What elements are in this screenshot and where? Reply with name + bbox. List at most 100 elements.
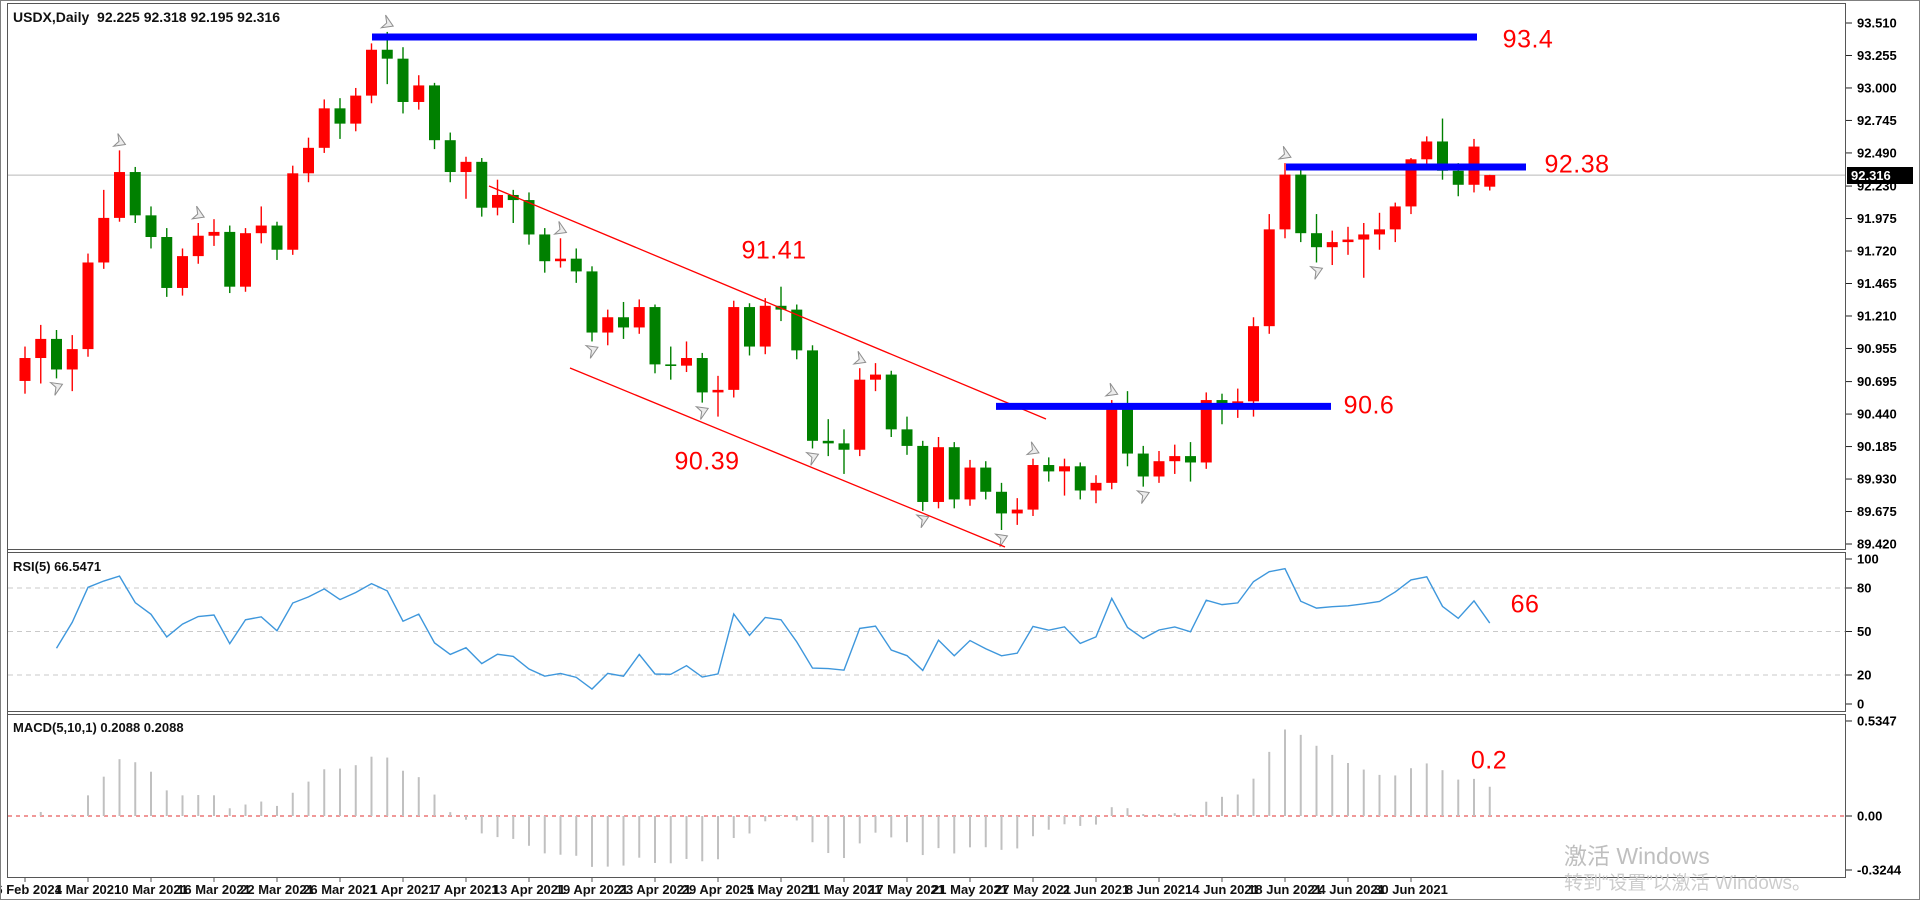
candle-bullish	[1027, 465, 1039, 510]
price-axis-label: 91.720	[1857, 244, 1897, 259]
candle-bearish	[1043, 465, 1055, 472]
channel-label[interactable]: 91.41	[741, 236, 807, 265]
arrow-marker-icon[interactable]	[915, 514, 930, 529]
candle-bullish	[1011, 509, 1023, 514]
price-axis-label: 92.490	[1857, 145, 1897, 160]
price-axis-label: 91.210	[1857, 308, 1897, 323]
arrow-marker-icon[interactable]	[694, 406, 710, 421]
arrow-marker-icon[interactable]	[111, 133, 127, 147]
arrow-marker-icon[interactable]	[1277, 145, 1292, 160]
price-axis-label: 90.440	[1857, 407, 1897, 422]
rsi-value-annotation[interactable]: 66	[1510, 590, 1540, 619]
arrow-marker-icon[interactable]	[1135, 490, 1151, 505]
candle-bearish	[539, 234, 551, 262]
candle-bullish	[1200, 400, 1212, 463]
arrow-marker-icon[interactable]	[852, 350, 867, 365]
date-axis-label: 30 Jun 2021	[1374, 882, 1448, 897]
arrow-marker-icon[interactable]	[1308, 265, 1324, 281]
arrow-marker-icon[interactable]	[1025, 441, 1040, 456]
date-axis-label: 4 Mar 2021	[54, 882, 122, 897]
candle-bullish	[255, 225, 267, 234]
candle-bearish	[586, 271, 598, 333]
date-axis-label: 21 May 2021	[932, 882, 1008, 897]
trend-line[interactable]	[488, 185, 1047, 420]
macd-axis-label: -0.3244	[1857, 863, 1902, 878]
level-line-label[interactable]: 93.4	[1502, 25, 1554, 54]
price-axis-label: 89.675	[1857, 504, 1897, 519]
candle-bearish	[885, 374, 897, 430]
arrow-marker-icon[interactable]	[190, 205, 206, 220]
candle-bearish	[1185, 456, 1196, 463]
panel-separator-rsi[interactable]	[8, 549, 1846, 553]
chart-title-ohlc: USDX,Daily 92.225 92.318 92.195 92.316	[13, 9, 280, 25]
price-axis-label: 90.185	[1857, 439, 1897, 454]
candle-bearish	[822, 440, 834, 444]
candle-bullish	[555, 258, 566, 262]
price-axis-label: 93.510	[1857, 16, 1897, 31]
date-axis-label: 22 Mar 2021	[240, 882, 314, 897]
candle-bullish	[240, 233, 251, 287]
candle-bullish	[192, 235, 204, 257]
date-axis-label: 19 Apr 2021	[555, 882, 629, 897]
candle-bullish	[1484, 175, 1496, 187]
candle-bearish	[649, 307, 661, 365]
candle-bearish	[1311, 233, 1322, 248]
candle-bullish	[1405, 159, 1417, 207]
arrow-marker-icon[interactable]	[804, 451, 820, 467]
arrow-marker-icon[interactable]	[379, 14, 395, 29]
date-axis-label: 14 Jun 2021	[1185, 882, 1259, 897]
candle-bullish	[350, 95, 362, 124]
price-axis-label: 89.420	[1857, 537, 1897, 552]
date-axis-label: 27 May 2021	[995, 882, 1071, 897]
rsi-axis-label: 80	[1857, 581, 1871, 596]
date-axis-label: 26 Mar 2021	[303, 882, 377, 897]
rsi-axis-label: 50	[1857, 624, 1871, 639]
candle-bullish	[460, 161, 472, 173]
candle-bullish	[177, 256, 188, 288]
panel-separator-macd[interactable]	[8, 711, 1846, 715]
candle-bullish	[1090, 482, 1102, 491]
candle-bearish	[1295, 174, 1307, 234]
date-axis-label: 16 Mar 2021	[177, 882, 251, 897]
candle-bearish	[618, 317, 629, 328]
rsi-axis-label: 0	[1857, 697, 1864, 712]
candle-bullish	[854, 379, 866, 450]
current-price-tag: 92.316	[1847, 166, 1913, 184]
arrow-marker-icon[interactable]	[1104, 382, 1119, 397]
candle-bullish	[1106, 406, 1118, 483]
date-axis-label: 1 Apr 2021	[370, 882, 436, 897]
arrow-marker-icon[interactable]	[993, 533, 1009, 548]
candle-bullish	[208, 231, 220, 236]
arrow-marker-icon[interactable]	[48, 381, 64, 397]
arrow-marker-icon[interactable]	[552, 221, 568, 235]
candle-bullish	[1389, 206, 1401, 230]
trend-line[interactable]	[569, 367, 1006, 548]
date-axis-label: 11 May 2021	[806, 882, 882, 897]
rsi-line	[55, 567, 1491, 690]
candle-bearish	[51, 338, 62, 370]
date-axis-label: 29 Apr 2021	[681, 882, 755, 897]
candle-bearish	[271, 225, 283, 250]
candle-bullish	[1326, 242, 1338, 248]
level-line-label[interactable]: 92.38	[1544, 150, 1610, 179]
macd-axis-label: 0.5347	[1857, 713, 1897, 728]
price-axis-label: 90.955	[1857, 341, 1897, 356]
date-axis-label: 13 Apr 2021	[492, 882, 566, 897]
candle-bearish	[1216, 400, 1228, 406]
candle-bearish	[129, 172, 141, 216]
date-axis-label: 26 Feb 2021	[1, 882, 62, 897]
date-axis-label: 10 Mar 2021	[114, 882, 188, 897]
macd-value-annotation[interactable]: 0.2	[1470, 746, 1508, 775]
arrow-marker-icon[interactable]	[584, 344, 599, 360]
candle-bullish	[366, 49, 377, 96]
candle-bullish	[82, 262, 94, 350]
candle-bearish	[791, 309, 803, 351]
channel-label[interactable]: 90.39	[674, 447, 740, 476]
candle-bearish	[381, 49, 393, 59]
macd-indicator-label: MACD(5,10,1) 0.2088 0.2088	[13, 720, 184, 735]
candle-bearish	[1074, 466, 1086, 491]
level-line-label[interactable]: 90.6	[1343, 391, 1395, 420]
candle-bullish	[933, 447, 944, 502]
candle-bullish	[287, 173, 299, 250]
